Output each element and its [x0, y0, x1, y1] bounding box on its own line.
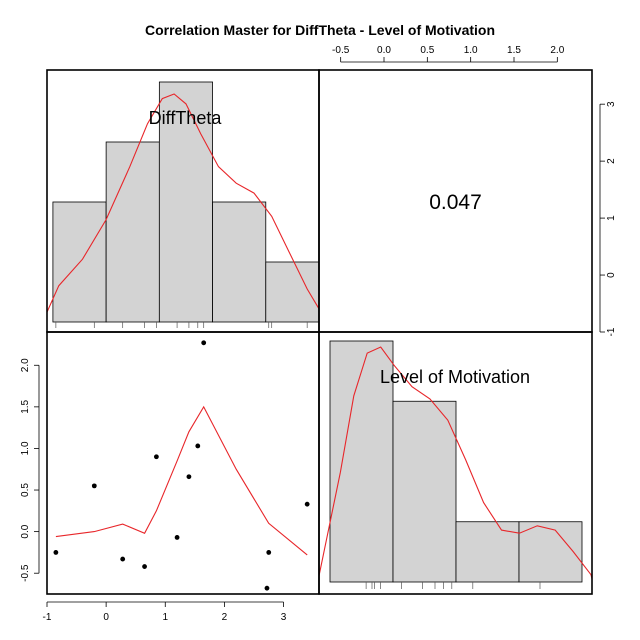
histogram-bar: [105, 141, 160, 323]
tick-label-left: 1.0: [20, 441, 31, 455]
tick-label-bottom: 1: [162, 612, 168, 623]
histogram-bar: [392, 400, 457, 583]
tick-label-right: 1: [606, 215, 617, 221]
tick-label-right: 0: [606, 272, 617, 278]
density-curve: [318, 346, 593, 580]
histogram-bar: [212, 201, 267, 323]
smooth-line: [55, 405, 308, 556]
tick-label-top: 0.0: [377, 45, 391, 56]
panel-histogram-diff-theta: DiffTheta: [46, 81, 320, 328]
axes: -1 0 1 2 3 -0.5 0.0 0.5 1.0 1.5 2.0 -0.5 0.0 0.5 1.0 1.…: [20, 45, 617, 623]
panel-correlation: 0.047: [429, 191, 482, 214]
tick-label-right: 2: [606, 158, 617, 164]
scatter-point: [304, 501, 310, 507]
scatter-point: [195, 443, 201, 449]
scatter-point: [91, 483, 97, 489]
tick-label-left: -0.5: [20, 564, 31, 582]
scatter-point: [174, 535, 180, 540]
tick-label-right: 3: [606, 101, 617, 107]
panel-frame: [46, 331, 320, 595]
tick-label-left: 1.5: [20, 399, 31, 413]
tick-label-right: -1: [606, 327, 617, 336]
chart-title: Correlation Master for DiffTheta - Level…: [145, 22, 495, 38]
variable-label-level-of-motivation: Level of Motivation: [380, 367, 530, 387]
tick-label-top: 0.5: [420, 45, 434, 56]
histogram-bar: [455, 521, 520, 583]
tick-label-bottom: 3: [281, 612, 287, 623]
histogram-bar: [518, 521, 583, 583]
scatter-point: [201, 340, 207, 346]
tick-label-left: 2.0: [20, 358, 31, 372]
panel-scatter: [53, 340, 310, 591]
variable-label-diff-theta: DiffTheta: [149, 108, 223, 128]
scatter-point: [266, 550, 272, 555]
tick-label-bottom: 0: [103, 612, 109, 623]
scatter-point: [53, 550, 59, 555]
histogram-bar: [329, 340, 394, 583]
histogram-bar: [158, 81, 213, 323]
tick-label-top: 2.0: [550, 45, 564, 56]
scatter-point: [153, 454, 159, 460]
scatter-point: [264, 585, 270, 591]
tick-label-bottom: 2: [222, 612, 228, 623]
tick-label-top: 1.5: [507, 45, 521, 56]
scatter-point: [142, 564, 147, 569]
panel-frame: [318, 331, 593, 595]
tick-label-left: 0.0: [20, 524, 31, 538]
correlation-value: 0.047: [429, 191, 482, 214]
scatter-point: [186, 474, 192, 480]
tick-label-top: 1.0: [464, 45, 478, 56]
tick-label-bottom: -1: [43, 612, 52, 623]
density-curve: [46, 93, 320, 313]
histogram-bar: [265, 261, 320, 323]
tick-label-top: -0.5: [332, 45, 350, 56]
panel-histogram-level-of-motivation: Level of Motivation: [318, 340, 593, 589]
tick-label-left: 0.5: [20, 483, 31, 497]
scatter-point: [120, 556, 126, 562]
